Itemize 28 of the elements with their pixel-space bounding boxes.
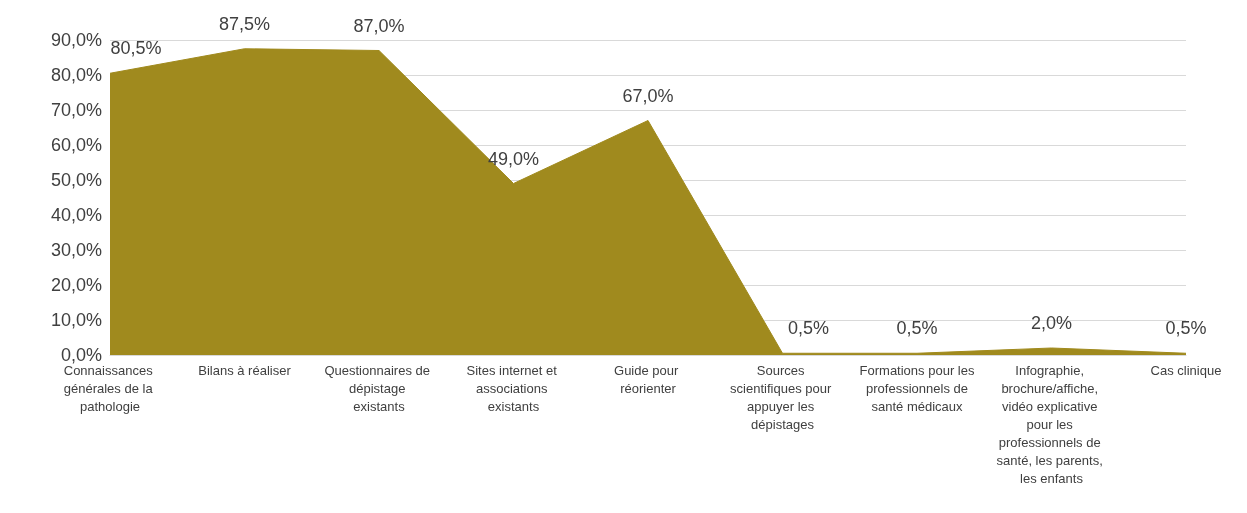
y-tick-label: 80,0%: [50, 65, 102, 85]
y-tick-label: 70,0%: [50, 100, 102, 120]
y-tick-label: 50,0%: [50, 170, 102, 190]
y-tick-label: 10,0%: [50, 310, 102, 330]
x-tick-label: Formations pour les professionnels de santé médicaux: [859, 362, 975, 414]
x-tick-label: Guide pour réorienter: [614, 362, 682, 396]
y-tick-label: 0,0%: [60, 345, 102, 365]
data-label: 0,5%: [896, 318, 938, 339]
y-tick-label: 90,0%: [50, 30, 102, 50]
x-tick-label: Connaissances générales de la pathologie: [63, 362, 157, 414]
x-tick-label: Infographie, brochure/affiche, vidéo explicative pour les professionnels de santé, les parents, les enfants: [996, 362, 1107, 486]
x-tick-label: Sites internet et associations existants: [466, 362, 561, 414]
data-label: 49,0%: [487, 148, 540, 169]
x-tick-label: Sources scientifiques pour appuyer les dépistages: [730, 362, 835, 432]
x-tick-label: Bilans à réaliser: [198, 362, 292, 378]
y-tick-label: 20,0%: [50, 275, 102, 295]
data-label: 87,5%: [218, 13, 271, 34]
y-tick-label: 40,0%: [50, 205, 102, 225]
y-tick-label: 60,0%: [50, 135, 102, 155]
data-label: 67,0%: [622, 85, 674, 106]
x-tick-label: Questionnaires de dépistage existants: [324, 362, 434, 414]
y-tick-label: 30,0%: [50, 240, 102, 260]
data-label: 80,5%: [110, 38, 162, 59]
x-tick-label: Cas clinique: [1150, 362, 1222, 378]
data-label: 0,5%: [787, 318, 830, 339]
data-label: 2,0%: [1030, 313, 1073, 333]
data-label: 87,0%: [353, 15, 405, 36]
data-label: 0,5%: [1165, 318, 1207, 339]
